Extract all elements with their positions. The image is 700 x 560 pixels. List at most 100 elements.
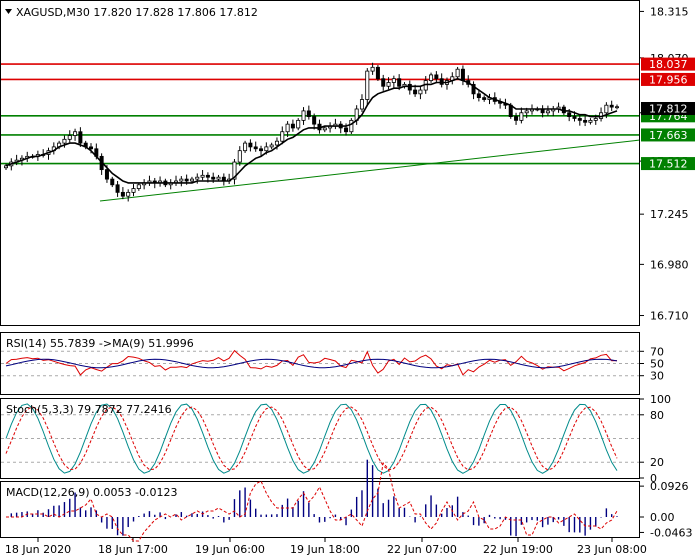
candle-body — [205, 174, 210, 178]
x-tick-label: 22 Jun 07:00 — [387, 543, 457, 556]
candle-body — [572, 116, 577, 119]
moving-average-line — [5, 77, 618, 184]
candle-body — [471, 83, 476, 95]
y-tick-label: 18.315 — [650, 5, 689, 18]
candle-body — [195, 176, 200, 180]
stoch-k-line — [5, 403, 618, 474]
candle-body — [179, 178, 184, 182]
candle-body — [567, 112, 572, 117]
candle-body — [604, 104, 609, 114]
candle-body — [131, 188, 136, 193]
candle-body — [136, 184, 141, 189]
candle-body — [482, 97, 487, 100]
candle-body — [301, 110, 306, 121]
stoch-tick-label: 100 — [650, 393, 671, 406]
y-tick-label: 16.980 — [650, 258, 689, 271]
candle-body — [216, 176, 221, 180]
macd-tick-label: 0.00 — [650, 511, 675, 524]
candle-body — [322, 127, 327, 131]
horizontal-levels — [1, 63, 639, 165]
candle-body — [344, 127, 349, 133]
candle-body — [439, 78, 444, 85]
candle-body — [211, 176, 216, 180]
candle-body — [593, 118, 598, 121]
candle-body — [476, 93, 481, 99]
rsi-ma-line — [5, 358, 618, 369]
candle-body — [285, 123, 290, 133]
level-label-box — [641, 128, 695, 142]
x-tick-label: 23 Jun 08:00 — [577, 543, 647, 556]
candle-body — [588, 119, 593, 123]
stoch-tick-label: 0 — [650, 472, 657, 485]
macd-label: MACD(12,26,9) 0.0053 -0.0123 — [6, 486, 177, 499]
macd-tick-label: 0.0926 — [650, 480, 689, 493]
candle-body — [115, 184, 120, 193]
candle-body — [407, 83, 412, 91]
candle-body — [429, 74, 434, 81]
rsi-tick-label: 70 — [650, 345, 664, 358]
candle-body — [243, 142, 248, 152]
candle-body — [78, 131, 83, 144]
candle-body — [312, 116, 317, 125]
candle-body — [413, 89, 418, 95]
candle-body — [110, 178, 115, 186]
rsi-label: RSI(14) 55.7839 ->MA(9) 51.9996 — [6, 337, 194, 350]
x-tick-label: 18 Jun 2020 — [5, 543, 71, 556]
last-price-tag: 17.812 — [641, 102, 695, 116]
candle-body — [434, 74, 439, 80]
candle-body — [120, 191, 125, 197]
candle-body — [519, 112, 524, 121]
x-tick-label: 18 Jun 17:00 — [98, 543, 168, 556]
stoch-tick-label: 80 — [650, 409, 664, 422]
candle-body — [365, 70, 370, 100]
candle-body — [104, 169, 109, 180]
candle-body — [359, 99, 364, 110]
x-tick-label: 19 Jun 18:00 — [290, 543, 360, 556]
candle-body — [232, 161, 237, 180]
candle-body — [253, 146, 258, 150]
candle-body — [391, 78, 396, 83]
candle-body — [200, 174, 205, 178]
candle-body — [67, 135, 72, 140]
candle-body — [397, 78, 402, 87]
candle-body — [386, 82, 391, 87]
y-tick-label: 17.245 — [650, 208, 689, 221]
last-price-box — [641, 102, 695, 115]
candle-body — [545, 110, 550, 114]
candle-body — [237, 150, 242, 163]
candle-body — [269, 144, 274, 148]
level-label: 18.037 — [649, 58, 688, 71]
stoch-tick-label: 20 — [650, 456, 664, 469]
candle-body — [609, 104, 614, 108]
candle-body — [583, 119, 588, 123]
dropdown-triangle-icon[interactable] — [5, 9, 12, 14]
candle-body — [126, 191, 131, 197]
level-label: 17.956 — [649, 73, 688, 86]
candle-body — [4, 165, 9, 169]
candle-body — [280, 131, 285, 142]
candle-body — [73, 131, 78, 136]
candle-body — [514, 116, 519, 121]
candle-body — [524, 110, 529, 114]
chart-title: XAGUSD,M30 17.820 17.828 17.806 17.812 — [16, 6, 258, 19]
rsi-tick-label: 30 — [650, 370, 664, 383]
x-tick-label: 19 Jun 06:00 — [195, 543, 265, 556]
level-label-box — [641, 72, 695, 86]
rsi-tick-label: 50 — [650, 358, 664, 371]
candle-body — [259, 148, 264, 152]
candle-body — [460, 68, 465, 81]
candle-body — [296, 119, 301, 129]
candle-body — [375, 66, 380, 80]
level-label-box — [641, 57, 695, 71]
candle-body — [349, 119, 354, 133]
stoch-indicator: 100 80 20 0 — [1, 393, 671, 485]
candle-body — [418, 89, 423, 95]
last-price-label: 17.812 — [649, 103, 688, 116]
candle-body — [248, 142, 253, 148]
y-tick-label: 16.710 — [650, 310, 689, 323]
candle-body — [306, 110, 311, 117]
candle-body — [577, 118, 582, 121]
candle-body — [381, 78, 386, 87]
